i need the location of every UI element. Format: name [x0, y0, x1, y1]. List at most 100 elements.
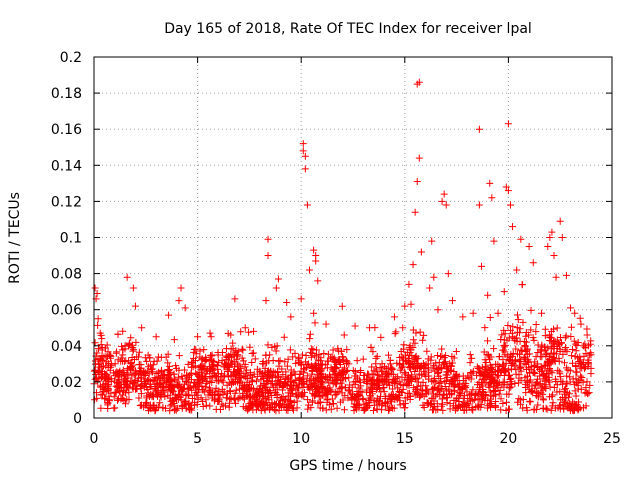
roti-background-marker [587, 364, 595, 372]
roti-background-marker [127, 363, 135, 371]
roti-background-marker [504, 322, 512, 330]
roti-data-point [486, 179, 494, 187]
roti-data-point [548, 228, 556, 236]
roti-background-marker [115, 370, 123, 378]
roti-background-marker [553, 388, 561, 396]
roti-background-marker [324, 350, 332, 358]
roti-background-marker [569, 359, 577, 367]
roti-background-marker [225, 403, 233, 411]
roti-data-point [415, 78, 423, 86]
roti-background-marker [515, 395, 523, 403]
roti-background-marker [302, 364, 310, 372]
roti-background-marker [328, 395, 336, 403]
roti-background-marker [370, 396, 378, 404]
roti-background-marker [507, 365, 515, 373]
roti-background-marker [322, 406, 330, 414]
roti-background-marker [388, 393, 396, 401]
roti-background-marker [586, 340, 594, 348]
roti-background-marker [534, 393, 542, 401]
roti-background-marker [512, 356, 519, 364]
roti-background-marker [141, 380, 149, 388]
roti-background-marker [401, 357, 409, 365]
roti-background-marker [313, 384, 321, 392]
roti-background-marker [430, 377, 438, 385]
roti-background-marker [451, 406, 459, 414]
roti-background-marker [443, 399, 451, 407]
roti-background-marker [452, 348, 460, 356]
roti-background-marker [315, 393, 323, 401]
roti-background-marker [193, 400, 201, 408]
roti-background-marker [530, 361, 538, 369]
roti-data-point [409, 261, 417, 269]
roti-background-marker [501, 330, 509, 338]
roti-background-marker [442, 352, 450, 360]
roti-background-marker [114, 330, 122, 338]
roti-background-marker [403, 348, 411, 356]
roti-background-marker [539, 395, 547, 403]
roti-background-marker [400, 400, 408, 408]
roti-background-marker [438, 345, 446, 353]
roti-data-point [283, 298, 291, 306]
roti-background-marker [218, 400, 226, 408]
roti-background-marker [243, 375, 251, 383]
roti-data-point [299, 147, 307, 155]
roti-background-marker [561, 388, 569, 396]
roti-background-marker [417, 392, 425, 400]
roti-background-marker [357, 382, 365, 390]
roti-background-marker [304, 396, 312, 404]
roti-background-marker [351, 372, 359, 380]
roti-background-marker [228, 359, 236, 367]
roti-background-marker [165, 367, 173, 375]
roti-background-marker [573, 341, 581, 349]
roti-background-marker [374, 376, 382, 384]
y-tick-label: 0.14 [51, 158, 82, 174]
roti-background-marker [454, 394, 462, 402]
roti-background-marker [532, 328, 540, 336]
roti-background-marker [570, 380, 578, 388]
roti-background-marker [535, 365, 543, 373]
roti-data-point [299, 140, 307, 148]
roti-background-marker [265, 374, 273, 382]
roti-background-marker [225, 363, 233, 371]
roti-background-marker [197, 366, 205, 374]
roti-background-marker [160, 388, 168, 396]
roti-background-marker [94, 345, 102, 353]
roti-background-marker [506, 376, 514, 384]
roti-background-marker [127, 377, 135, 385]
roti-background-marker [531, 370, 539, 378]
roti-background-marker [526, 398, 534, 406]
roti-background-marker [135, 361, 143, 369]
roti-background-marker [521, 342, 529, 350]
roti-background-marker [146, 354, 154, 362]
roti-background-marker [450, 368, 458, 376]
roti-background-marker [230, 368, 238, 376]
roti-background-marker [562, 394, 570, 402]
roti-background-marker [369, 348, 377, 356]
roti-background-marker [581, 363, 589, 371]
roti-background-marker [582, 349, 590, 357]
roti-background-marker [175, 352, 183, 360]
roti-background-marker [367, 383, 375, 391]
roti-background-marker [499, 356, 507, 364]
roti-data-point [448, 297, 456, 305]
axis-layer: 0 0.02 0.04 0.06 0.08 0.1 0.12 0.14 0.16 0.18 0.2 0… [51, 50, 621, 447]
roti-background-marker [396, 378, 404, 386]
roti-background-marker [359, 396, 367, 404]
roti-background-marker [465, 404, 473, 412]
roti-background-marker [302, 358, 310, 366]
roti-background-marker [466, 359, 474, 367]
roti-background-marker [252, 391, 260, 399]
roti-background-marker [351, 367, 359, 375]
roti-data-point [502, 183, 510, 191]
roti-background-marker [368, 363, 376, 371]
roti-background-marker [214, 349, 222, 357]
roti-background-marker [556, 370, 564, 378]
roti-background-marker [146, 383, 154, 391]
roti-background-marker [465, 374, 473, 382]
roti-background-marker [410, 384, 418, 392]
roti-background-marker [125, 342, 133, 350]
roti-background-marker [568, 352, 576, 360]
roti-background-marker [399, 385, 407, 393]
roti-data-point [477, 262, 485, 270]
roti-background-marker [216, 405, 224, 413]
